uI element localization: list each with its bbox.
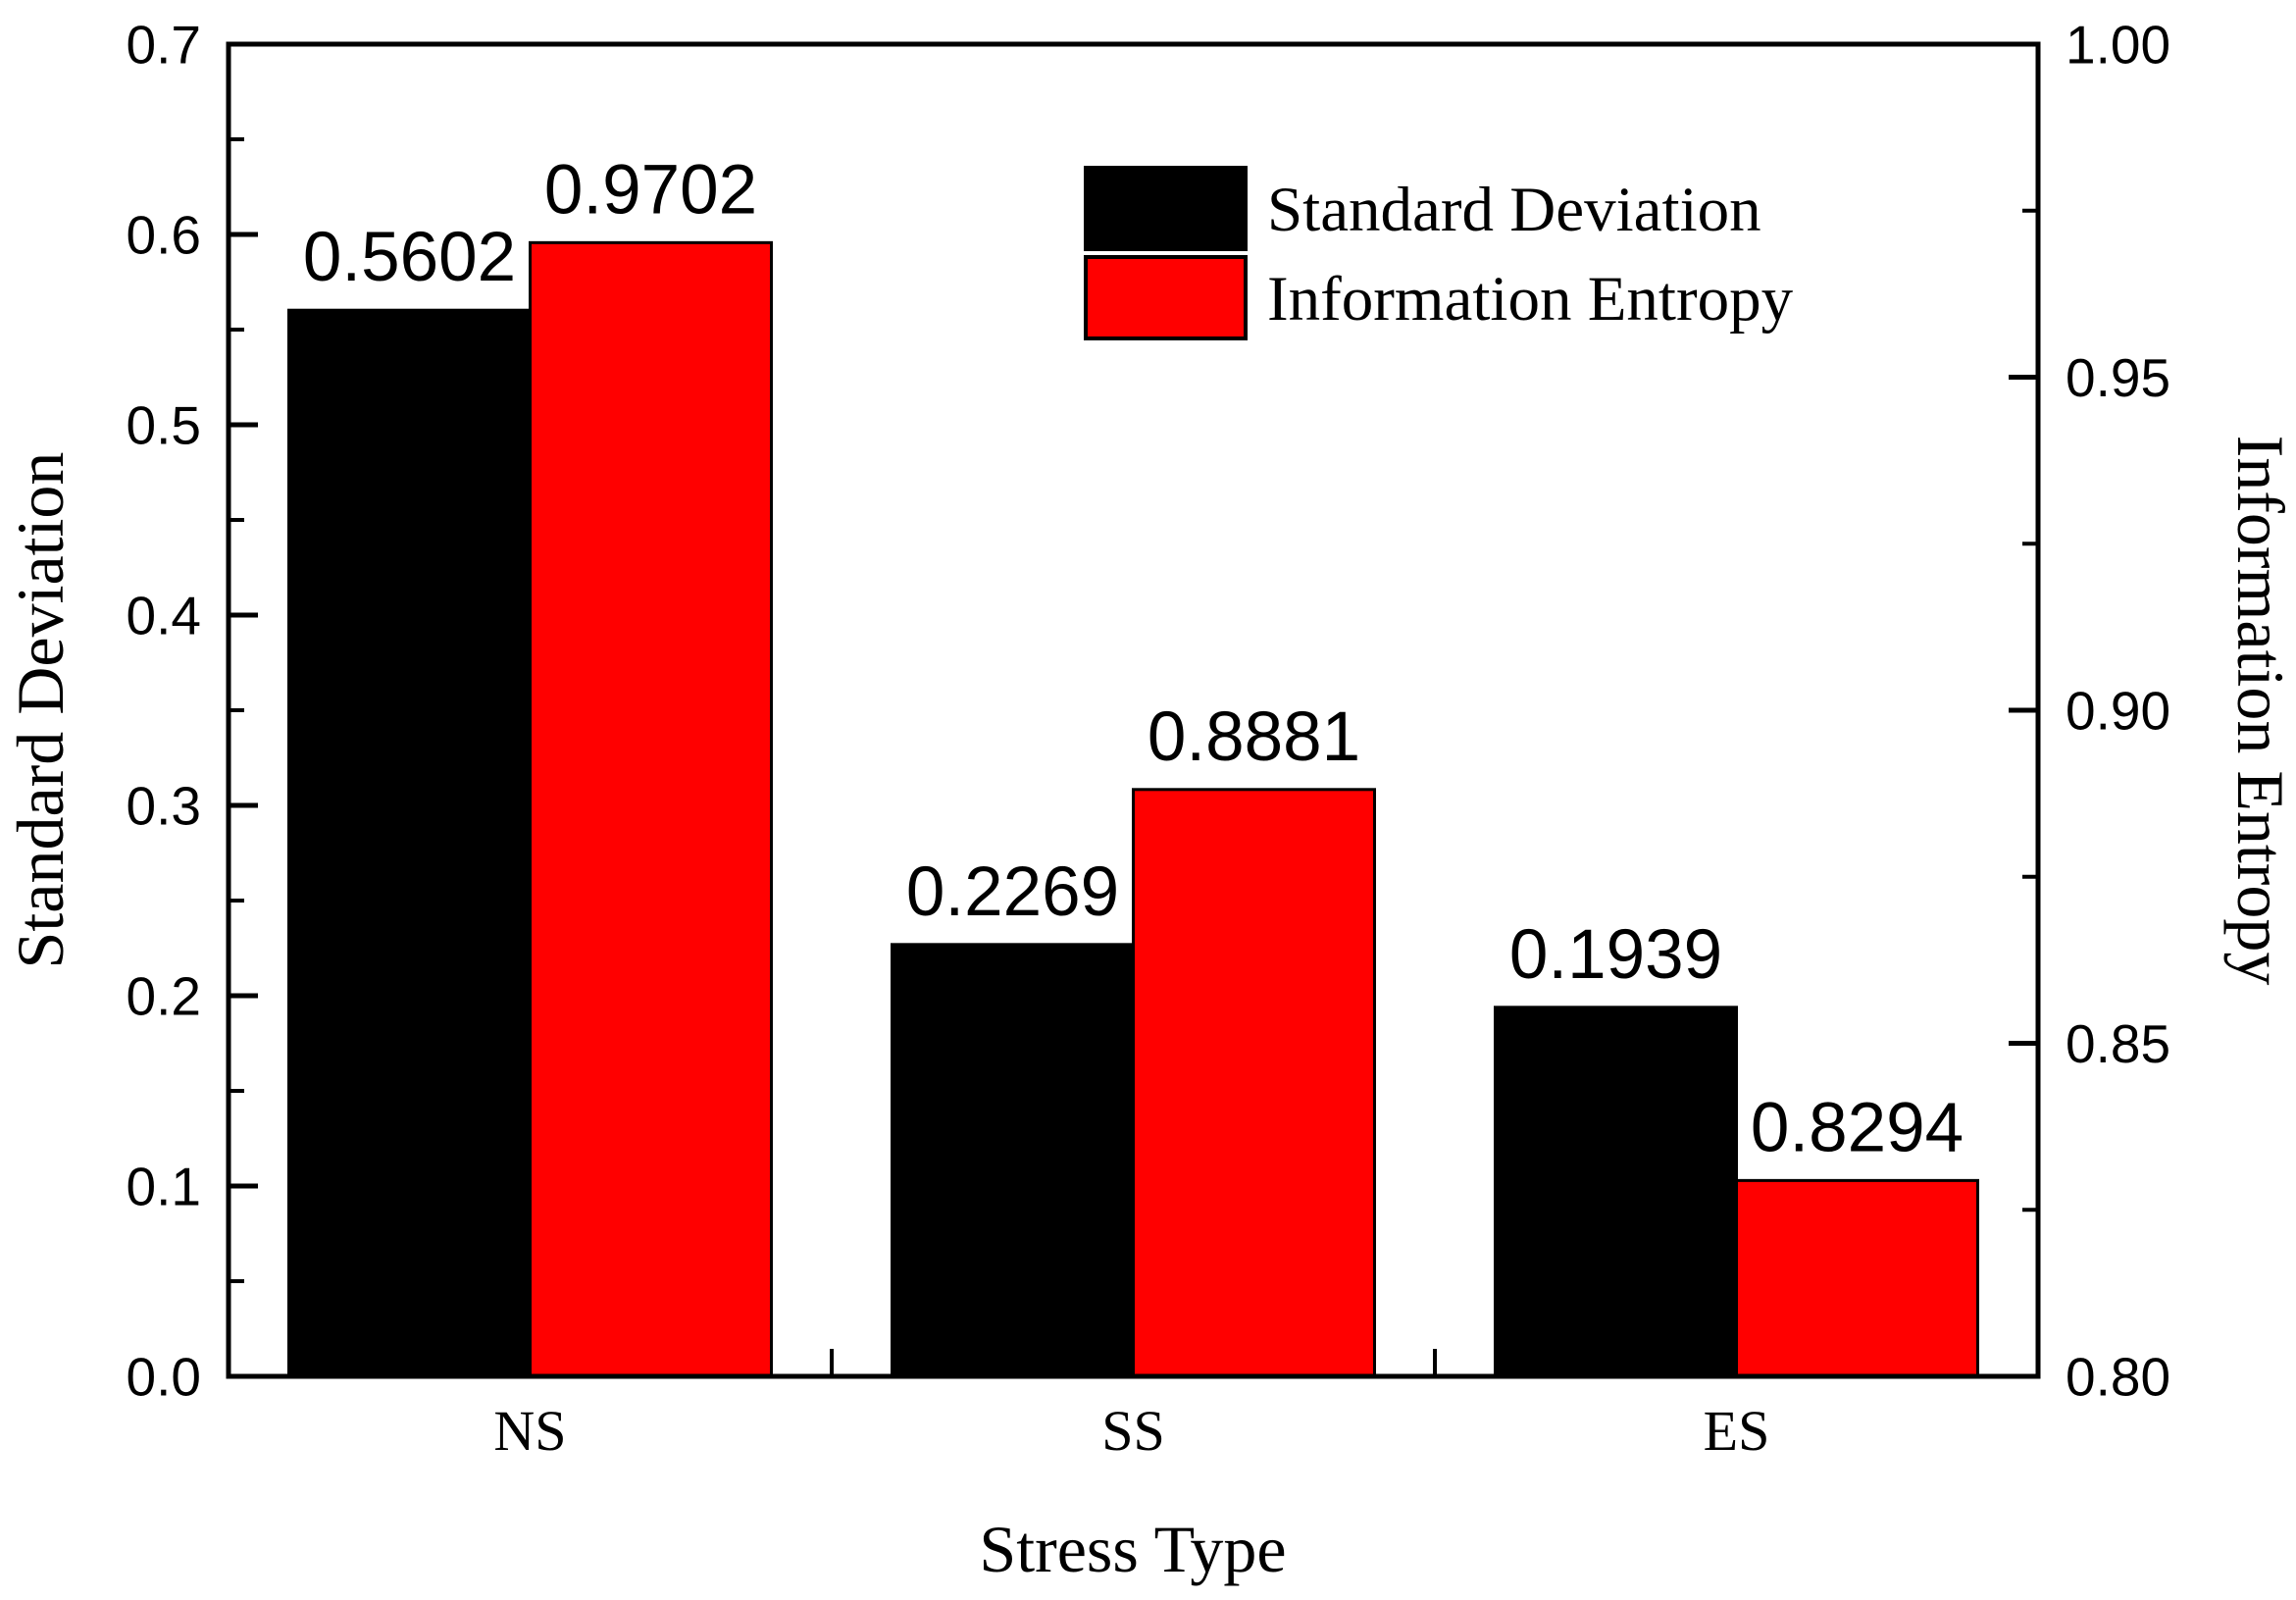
x-axis-category-label-ss: SS <box>1101 1399 1165 1463</box>
left-axis-tick-label: 0.5 <box>127 394 201 455</box>
bar-value-label-ss-standard-deviation: 0.2269 <box>906 853 1119 931</box>
legend-label-standard-deviation: Standard Deviation <box>1267 175 1761 245</box>
legend-label-information-entropy: Information Entropy <box>1267 264 1794 335</box>
x-axis-category-label-ns: NS <box>493 1399 566 1463</box>
right-axis-tick-label: 0.85 <box>2066 1013 2170 1074</box>
legend-swatch-information-entropy <box>1084 255 1248 340</box>
left-axis-tick-label: 0.6 <box>127 204 201 265</box>
left-axis-tick-label: 0.4 <box>127 585 201 645</box>
axes-layer: 0.0 0.1 0.2 0.3 0.4 0.5 0.6 0.7 0.80 0.85 0.90 0.95… <box>127 14 2171 1463</box>
left-axis-title: Standard Deviation <box>3 452 77 969</box>
bar-value-label-es-information-entropy: 0.8294 <box>1751 1089 1964 1166</box>
bar-value-label-ss-information-entropy: 0.8881 <box>1148 698 1360 776</box>
bar-standard-deviation-ns <box>287 308 532 1378</box>
legend: Standard Deviation Information Entropy <box>1084 166 1794 340</box>
bar-information-entropy-ss <box>1132 788 1376 1378</box>
bars-layer: 0.5602 0.2269 0.1939 0.9702 0.8881 0.8294 <box>287 151 1979 1378</box>
left-axis-tick-label: 0.7 <box>127 14 201 75</box>
right-axis-tick-label: 0.90 <box>2066 680 2170 741</box>
bar-information-entropy-ns <box>529 240 773 1378</box>
left-axis-tick-label: 0.0 <box>127 1346 201 1407</box>
bar-value-label-ns-standard-deviation: 0.5602 <box>303 219 516 296</box>
x-axis-category-label-es: ES <box>1704 1399 1770 1463</box>
right-axis-tick-label: 0.95 <box>2066 347 2170 408</box>
bar-information-entropy-es <box>1735 1178 1979 1378</box>
left-axis-tick-label: 0.1 <box>127 1156 201 1216</box>
left-axis-tick-label: 0.2 <box>127 965 201 1026</box>
right-axis-tick-label: 1.00 <box>2066 14 2170 75</box>
right-axis-tick-label: 0.80 <box>2066 1346 2170 1407</box>
bar-value-label-es-standard-deviation: 0.1939 <box>1509 916 1722 994</box>
legend-swatch-standard-deviation <box>1084 166 1248 251</box>
bar-standard-deviation-es <box>1494 1006 1738 1378</box>
right-axis-title: Information Entropy <box>2223 436 2296 986</box>
bar-standard-deviation-ss <box>891 943 1135 1378</box>
left-axis-tick-label: 0.3 <box>127 775 201 836</box>
x-axis-title: Stress Type <box>979 1512 1286 1586</box>
bar-value-label-ns-information-entropy: 0.9702 <box>544 151 757 229</box>
